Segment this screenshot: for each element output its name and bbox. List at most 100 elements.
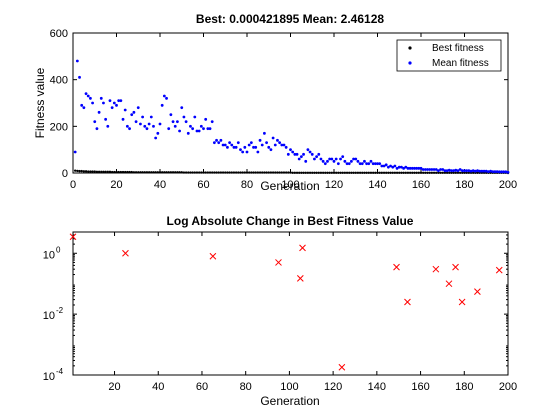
mean-fitness-point (336, 162, 340, 166)
mean-fitness-point (110, 106, 114, 110)
best-fitness-point (167, 171, 170, 174)
best-fitness-point (417, 171, 421, 174)
mean-fitness-point (417, 166, 421, 170)
mean-fitness-point (195, 129, 199, 133)
best-fitness-point (413, 171, 416, 174)
top-ytick-label: 600 (50, 28, 68, 40)
best-fitness-point (95, 170, 99, 174)
best-fitness-point (348, 171, 351, 174)
best-fitness-point (391, 171, 394, 174)
mean-fitness-point (291, 150, 295, 154)
best-fitness-point (319, 171, 323, 174)
best-fitness-point (115, 170, 118, 174)
mean-fitness-point (484, 169, 488, 173)
mean-fitness-point (432, 168, 436, 171)
mean-fitness-point (410, 166, 414, 170)
mean-fitness-point (130, 113, 134, 117)
best-fitness-point (180, 171, 183, 174)
mean-fitness-point (84, 92, 88, 96)
best-fitness-point (261, 171, 264, 174)
bottom-xtick-label: 80 (240, 381, 252, 393)
mean-fitness-point (495, 170, 499, 174)
log-change-plot: Log Absolute Change in Best Fitness Valu… (43, 214, 517, 408)
best-fitness-point (102, 170, 105, 174)
mean-fitness-point (421, 168, 425, 171)
mean-fitness-point (304, 159, 308, 163)
best-fitness-point (200, 171, 203, 174)
best-fitness-point (321, 171, 325, 174)
mean-fitness-point (206, 127, 210, 131)
mean-fitness-point (350, 159, 353, 163)
best-fitness-point (461, 171, 464, 174)
mean-fitness-point (408, 166, 412, 170)
mean-fitness-point (404, 165, 408, 169)
best-fitness-point (182, 171, 186, 174)
mean-fitness-point (476, 169, 479, 173)
bottom-xtick-label: 60 (196, 381, 208, 393)
best-fitness-point (326, 171, 329, 174)
best-fitness-point (465, 171, 468, 174)
best-fitness-point (350, 171, 353, 174)
mean-fitness-point (86, 94, 90, 98)
best-fitness-point (97, 170, 101, 174)
mean-fitness-point (228, 141, 232, 145)
mean-fitness-point (208, 127, 212, 131)
mean-fitness-point (317, 152, 321, 156)
best-fitness-point (158, 171, 162, 174)
mean-fitness-point (141, 115, 145, 119)
best-fitness-point (141, 171, 144, 174)
mean-fitness-point (186, 131, 190, 135)
best-fitness-point (287, 171, 290, 174)
best-fitness-point (184, 171, 188, 174)
mean-fitness-point (473, 169, 477, 173)
best-fitness-point (378, 171, 381, 174)
mean-fitness-point (297, 157, 301, 161)
best-fitness-point (152, 171, 155, 174)
mean-fitness-point (463, 169, 466, 173)
mean-fitness-point (91, 101, 94, 105)
mean-fitness-point (437, 169, 440, 173)
mean-fitness-point (193, 115, 197, 119)
best-fitness-point (472, 171, 475, 174)
mean-fitness-point (480, 169, 484, 173)
mean-fitness-point (439, 168, 442, 171)
fitness-plot-xlabel: Generation (260, 179, 319, 193)
best-fitness-point (452, 171, 455, 174)
mean-fitness-point (99, 96, 103, 100)
best-fitness-point (191, 171, 194, 174)
mean-fitness-point (276, 138, 279, 142)
mean-fitness-point (452, 169, 456, 173)
best-fitness-point (219, 171, 223, 174)
fitness-plot: Best: 0.000421895 Mean: 2.46128 0 20 40 60 8… (33, 12, 517, 193)
best-fitness-point (356, 171, 360, 174)
best-fitness-point (380, 171, 384, 174)
mean-fitness-point (230, 143, 234, 147)
best-fitness-point (80, 169, 83, 173)
best-fitness-point (217, 171, 220, 174)
best-fitness-point (456, 171, 460, 174)
best-fitness-point (284, 171, 288, 174)
best-fitness-point (382, 171, 386, 174)
mean-fitness-point (345, 162, 349, 166)
log-change-marker (458, 298, 466, 306)
log-change-marker-stroke (338, 363, 346, 371)
top-xtick-label: 40 (154, 179, 166, 191)
best-fitness-point (228, 171, 231, 174)
mean-fitness-point (347, 162, 351, 166)
best-fitness-point (421, 171, 425, 174)
best-fitness-point (317, 171, 320, 174)
best-fitness-point (237, 171, 240, 174)
bottom-ytick-label-base: 10 (43, 371, 55, 383)
top-xtick-label: 200 (499, 179, 517, 191)
mean-fitness-point (489, 169, 492, 173)
best-fitness-point (132, 171, 136, 174)
mean-fitness-point (506, 170, 510, 174)
mean-fitness-point (332, 159, 336, 163)
best-fitness-point (206, 171, 210, 174)
top-xtick-label: 80 (241, 179, 253, 191)
log-change-series (69, 233, 503, 371)
mean-fitness-point (134, 120, 138, 124)
mean-fitness-point (271, 136, 275, 140)
log-change-marker (432, 265, 440, 273)
